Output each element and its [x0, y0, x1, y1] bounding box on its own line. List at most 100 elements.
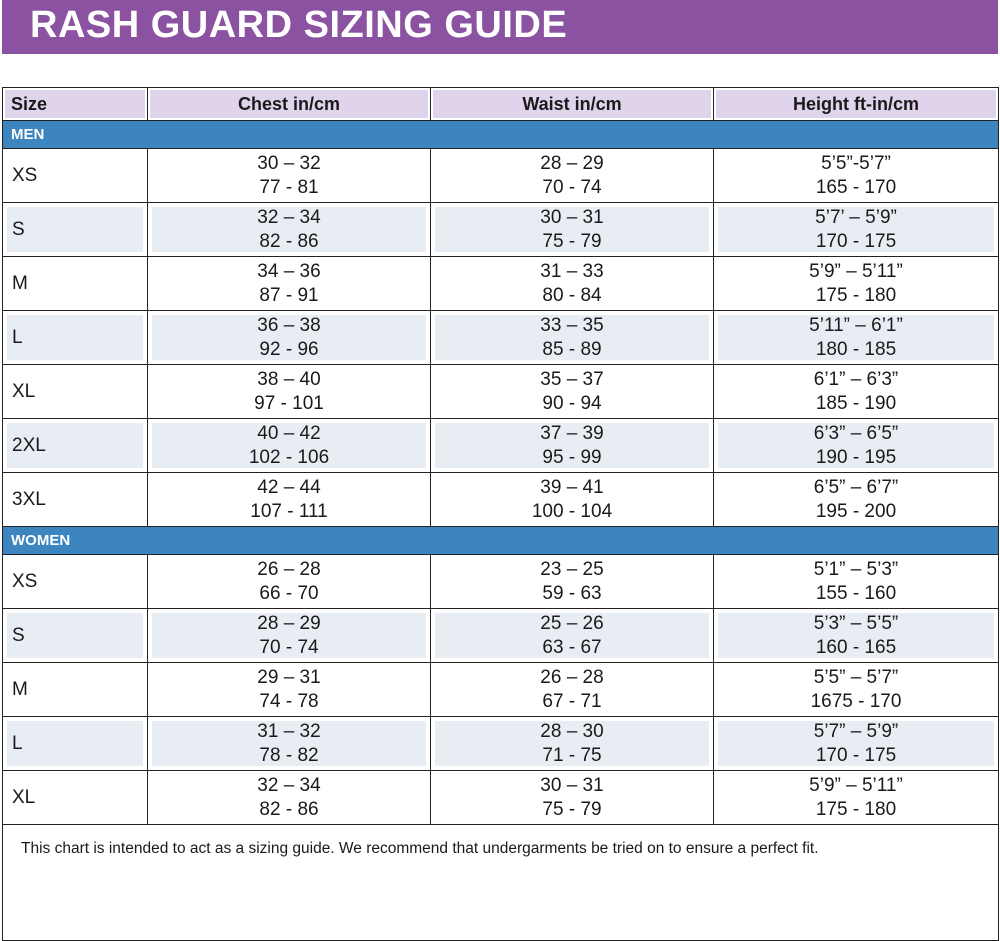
- header-size: Size: [2, 87, 148, 121]
- waist-imperial: 35 – 37: [540, 368, 604, 390]
- height-imperial: 6’3” – 6’5”: [813, 422, 899, 444]
- header-height: Height ft-in/cm: [713, 87, 999, 121]
- waist-cm: 100 - 104: [531, 500, 613, 522]
- chest-cm: 66 - 70: [259, 582, 319, 604]
- chest-cm: 102 - 106: [248, 446, 330, 468]
- height-imperial: 5’9” – 5’11”: [809, 260, 903, 282]
- height-cell: 5’9” – 5’11” 175 - 180: [713, 770, 999, 825]
- height-cell: 5’7” – 5’9” 170 - 175: [713, 716, 999, 771]
- size-cell: L: [2, 716, 148, 771]
- table-row: XL 38 – 40 97 - 101 35 – 37 90 - 94 6’1” – 6’…: [2, 364, 999, 419]
- table-row: M 29 – 31 74 - 78 26 – 28 67 - 71 5’5” – 5’7”…: [2, 662, 999, 717]
- table-row: XL 32 – 34 82 - 86 30 – 31 75 - 79 5’9” – 5’1…: [2, 770, 999, 825]
- chest-cell: 26 – 28 66 - 70: [147, 554, 431, 609]
- size-cell: 2XL: [2, 418, 148, 473]
- size-cell: XL: [2, 770, 148, 825]
- waist-cell: 31 – 33 80 - 84: [430, 256, 714, 311]
- waist-imperial: 25 – 26: [540, 612, 604, 634]
- title-bar: RASH GUARD SIZING GUIDE: [2, 0, 998, 54]
- waist-imperial: 28 – 29: [540, 152, 604, 174]
- height-cm: 170 - 175: [815, 230, 897, 252]
- size-cell: M: [2, 662, 148, 717]
- chest-cell: 32 – 34 82 - 86: [147, 202, 431, 257]
- chest-imperial: 34 – 36: [257, 260, 321, 282]
- height-imperial: 5’7” – 5’9”: [813, 720, 899, 742]
- height-cm: 170 - 175: [815, 744, 897, 766]
- waist-cell: 30 – 31 75 - 79: [430, 770, 714, 825]
- height-cell: 6’1” – 6’3” 185 - 190: [713, 364, 999, 419]
- waist-cell: 28 – 30 71 - 75: [430, 716, 714, 771]
- height-cm: 165 - 170: [815, 176, 897, 198]
- height-cell: 5’1” – 5’3” 155 - 160: [713, 554, 999, 609]
- chest-imperial: 32 – 34: [257, 774, 321, 796]
- waist-imperial: 26 – 28: [540, 666, 604, 688]
- waist-imperial: 31 – 33: [540, 260, 604, 282]
- size-cell: S: [2, 202, 148, 257]
- height-cm: 160 - 165: [815, 636, 897, 658]
- chest-cell: 40 – 42 102 - 106: [147, 418, 431, 473]
- height-cm: 175 - 180: [815, 284, 897, 306]
- waist-cm: 70 - 74: [542, 176, 602, 198]
- waist-imperial: 37 – 39: [540, 422, 604, 444]
- waist-imperial: 39 – 41: [540, 476, 604, 498]
- height-cell: 5’3” – 5’5” 160 - 165: [713, 608, 999, 663]
- waist-cm: 80 - 84: [542, 284, 602, 306]
- chest-cm: 97 - 101: [254, 392, 324, 414]
- height-imperial: 6’1” – 6’3”: [813, 368, 899, 390]
- chest-imperial: 30 – 32: [257, 152, 321, 174]
- header-row: Size Chest in/cm Waist in/cm Height ft-i…: [2, 87, 999, 121]
- waist-imperial: 33 – 35: [540, 314, 604, 336]
- table-row: S 28 – 29 70 - 74 25 – 26 63 - 67 5’3” – 5’5”…: [2, 608, 999, 663]
- chest-cm: 107 - 111: [250, 500, 328, 522]
- table-row: 2XL 40 – 42 102 - 106 37 – 39 95 - 99 6’3” – …: [2, 418, 999, 473]
- size-cell: XS: [2, 554, 148, 609]
- chest-imperial: 40 – 42: [257, 422, 321, 444]
- height-cell: 6’3” – 6’5” 190 - 195: [713, 418, 999, 473]
- table-row: L 31 – 32 78 - 82 28 – 30 71 - 75 5’7” – 5’9”…: [2, 716, 999, 771]
- table-row: XS 26 – 28 66 - 70 23 – 25 59 - 63 5’1” – 5’3…: [2, 554, 999, 609]
- waist-imperial: 23 – 25: [540, 558, 604, 580]
- height-imperial: 5’5” – 5’7”: [813, 666, 899, 688]
- chest-imperial: 32 – 34: [257, 206, 321, 228]
- size-cell: 3XL: [2, 472, 148, 527]
- height-imperial: 6’5” – 6’7”: [813, 476, 899, 498]
- chest-cell: 28 – 29 70 - 74: [147, 608, 431, 663]
- height-imperial: 5’5”-5’7”: [821, 152, 891, 174]
- chest-cm: 70 - 74: [259, 636, 319, 658]
- waist-cell: 23 – 25 59 - 63: [430, 554, 714, 609]
- waist-imperial: 28 – 30: [540, 720, 604, 742]
- waist-cm: 95 - 99: [542, 446, 602, 468]
- chest-cell: 34 – 36 87 - 91: [147, 256, 431, 311]
- chest-cell: 31 – 32 78 - 82: [147, 716, 431, 771]
- header-waist: Waist in/cm: [430, 87, 714, 121]
- chest-imperial: 26 – 28: [257, 558, 321, 580]
- height-cm: 195 - 200: [815, 500, 897, 522]
- table-row: M 34 – 36 87 - 91 31 – 33 80 - 84 5’9” – 5’11…: [2, 256, 999, 311]
- group-label: WOMEN: [2, 526, 999, 555]
- waist-cm: 71 - 75: [542, 744, 602, 766]
- height-cm: 185 - 190: [815, 392, 897, 414]
- chest-cell: 42 – 44 107 - 111: [147, 472, 431, 527]
- waist-cm: 90 - 94: [542, 392, 602, 414]
- header-chest: Chest in/cm: [147, 87, 431, 121]
- waist-cell: 35 – 37 90 - 94: [430, 364, 714, 419]
- height-cell: 5’11” – 6’1” 180 - 185: [713, 310, 999, 365]
- chest-imperial: 36 – 38: [257, 314, 321, 336]
- chest-cell: 32 – 34 82 - 86: [147, 770, 431, 825]
- waist-cm: 67 - 71: [542, 690, 602, 712]
- height-imperial: 5’3” – 5’5”: [813, 612, 899, 634]
- chest-imperial: 28 – 29: [257, 612, 321, 634]
- waist-imperial: 30 – 31: [540, 774, 604, 796]
- footnote-row: This chart is intended to act as a sizin…: [2, 824, 999, 941]
- waist-imperial: 30 – 31: [540, 206, 604, 228]
- chest-cm: 92 - 96: [259, 338, 319, 360]
- table-row: S 32 – 34 82 - 86 30 – 31 75 - 79 5’7’ – 5’9”…: [2, 202, 999, 257]
- chest-cell: 36 – 38 92 - 96: [147, 310, 431, 365]
- chest-cm: 82 - 86: [259, 798, 319, 820]
- size-cell: L: [2, 310, 148, 365]
- waist-cell: 37 – 39 95 - 99: [430, 418, 714, 473]
- chest-cell: 38 – 40 97 - 101: [147, 364, 431, 419]
- sizing-table: Size Chest in/cm Waist in/cm Height ft-i…: [2, 87, 999, 941]
- waist-cm: 59 - 63: [542, 582, 602, 604]
- height-cell: 5’5”-5’7” 165 - 170: [713, 148, 999, 203]
